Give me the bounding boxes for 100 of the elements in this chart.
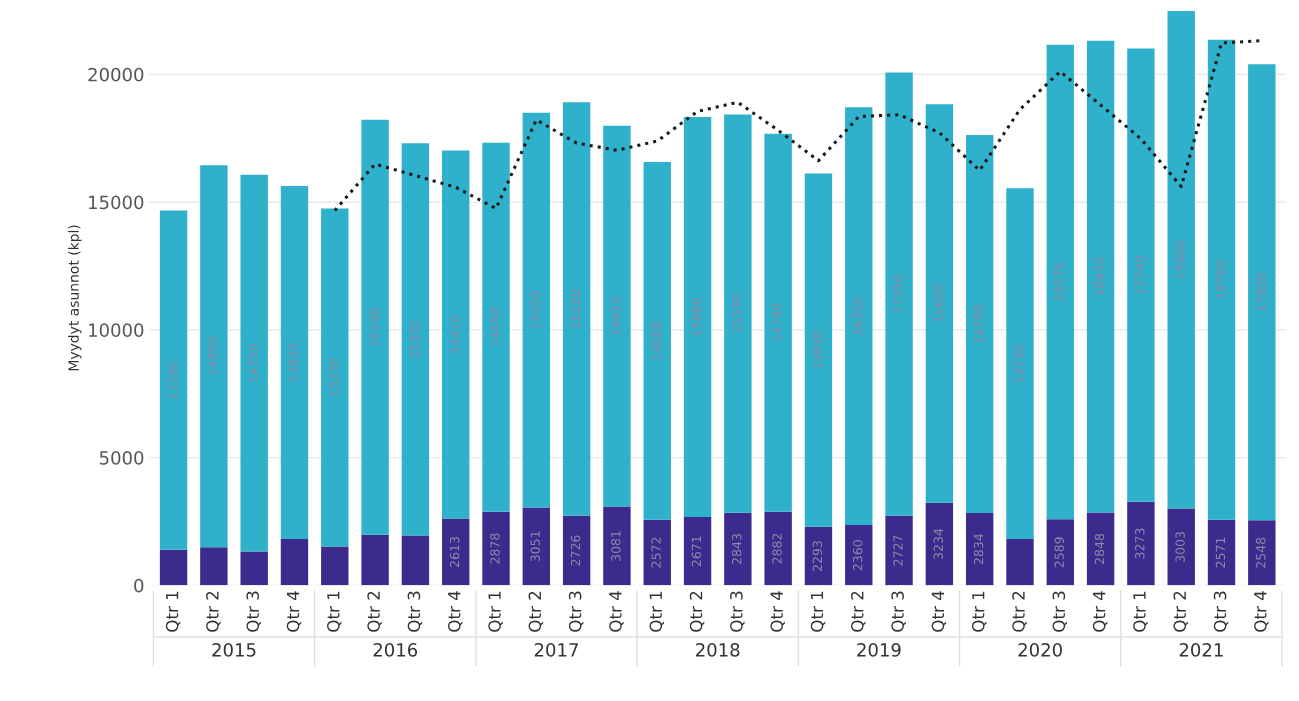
data-label: 2727 — [893, 535, 903, 566]
x-tick-label: Qtr 2 — [851, 591, 866, 632]
data-label: 15450 — [530, 290, 540, 329]
data-label: 13830 — [812, 331, 823, 369]
x-tick-label: Qtr 3 — [568, 591, 584, 632]
data-label: 3003 — [1175, 532, 1185, 562]
y-tick-label: 20000 — [88, 67, 144, 82]
bar — [280, 539, 309, 586]
bar — [1127, 48, 1155, 502]
y-tick-label: 0 — [134, 578, 144, 593]
x-tick-label: Qtr 1 — [488, 591, 503, 632]
bar — [280, 186, 309, 540]
bar — [321, 208, 349, 547]
data-label: 18570 — [1054, 262, 1064, 301]
data-label: 15660 — [691, 298, 702, 336]
data-label: 14450 — [490, 308, 500, 346]
bar — [1086, 512, 1115, 586]
data-label: 16350 — [852, 297, 863, 335]
bar — [401, 535, 430, 586]
data-label: 3051 — [530, 531, 540, 562]
bar — [804, 173, 833, 527]
data-label: 2360 — [852, 540, 863, 571]
text: 2018 — [696, 643, 740, 657]
bar — [200, 547, 228, 586]
text: 2020 — [1018, 643, 1062, 657]
x-tick-label: Qtr 4 — [447, 591, 463, 632]
x-tick-label: Qtr 4 — [770, 591, 785, 632]
data-label: 13230 — [328, 358, 339, 397]
data-label: 2671 — [691, 536, 702, 567]
x-tick-label: Qtr 4 — [1092, 591, 1108, 632]
x-tick-label: Qtr 1 — [649, 591, 664, 632]
data-label: 14000 — [651, 321, 661, 360]
data-label: 2589 — [1054, 537, 1064, 568]
x-tick-label: Qtr 2 — [528, 591, 544, 632]
bar — [240, 551, 268, 586]
y-tick-label: 15000 — [89, 195, 144, 210]
x-tick-label: Qtr 1 — [810, 591, 826, 632]
data-label: 18780 — [1215, 260, 1226, 299]
bar — [1248, 64, 1276, 521]
bar — [1207, 519, 1236, 586]
bar — [1006, 539, 1034, 586]
text: 2016 — [373, 643, 418, 657]
text: 2017 — [534, 643, 578, 657]
bar — [643, 161, 671, 520]
x-tick-label: Qtr 1 — [327, 591, 342, 632]
data-label: 17850 — [1256, 273, 1266, 311]
bar — [603, 506, 631, 586]
bar — [1167, 508, 1195, 586]
x-tick-label: Qtr 4 — [609, 591, 624, 632]
data-label: 2548 — [1256, 537, 1266, 568]
bar — [764, 511, 792, 586]
data-label: 2572 — [651, 537, 661, 568]
bar — [845, 107, 873, 526]
bar — [159, 549, 188, 586]
bar — [522, 507, 551, 586]
bar — [925, 104, 954, 503]
x-tick-label: Qtr 1 — [971, 591, 987, 632]
data-label: 15590 — [732, 294, 742, 333]
bar — [321, 546, 349, 586]
data-label: 2848 — [1094, 533, 1105, 564]
bar — [442, 518, 470, 586]
bar — [482, 142, 510, 512]
bar — [603, 125, 631, 507]
data-label: 3234 — [933, 528, 944, 559]
data-label: 14950 — [208, 337, 218, 375]
bar — [562, 515, 591, 586]
bar — [562, 102, 591, 516]
data-label: 17740 — [1135, 256, 1145, 294]
x-tick-label: Qtr 3 — [1213, 591, 1229, 632]
text: 2019 — [857, 643, 901, 657]
x-tick-label: Qtr 1 — [165, 591, 181, 632]
data-label: 2571 — [1215, 537, 1226, 568]
bar — [925, 502, 954, 586]
bar — [159, 210, 188, 550]
x-tick-label: Qtr 2 — [689, 591, 705, 632]
x-tick-label: Qtr 4 — [931, 591, 947, 632]
bar — [1006, 188, 1034, 540]
x-tick-label: Qtr 3 — [891, 591, 906, 632]
x-tick-label: Qtr 3 — [1052, 591, 1068, 632]
bar — [1207, 39, 1236, 520]
data-label: 2726 — [570, 535, 581, 566]
x-tick-label: Qtr 2 — [1012, 591, 1027, 632]
y-tick-label: 10000 — [89, 323, 144, 337]
bar — [683, 117, 712, 518]
data-label: 2293 — [812, 541, 823, 572]
data-label: 15350 — [409, 320, 420, 358]
bar — [401, 143, 430, 536]
data-label: 2882 — [772, 533, 782, 564]
data-label: 14790 — [772, 303, 782, 342]
bar — [522, 112, 551, 508]
x-tick-label: Qtr 3 — [730, 591, 745, 632]
data-label: 14790 — [973, 304, 984, 343]
bar — [804, 526, 833, 586]
text: 2015 — [212, 643, 256, 657]
data-label: 2834 — [973, 533, 984, 565]
bar — [442, 150, 470, 519]
data-label: 16180 — [570, 289, 581, 328]
bar — [361, 119, 389, 535]
bar — [1248, 520, 1276, 586]
bar — [1167, 10, 1195, 509]
